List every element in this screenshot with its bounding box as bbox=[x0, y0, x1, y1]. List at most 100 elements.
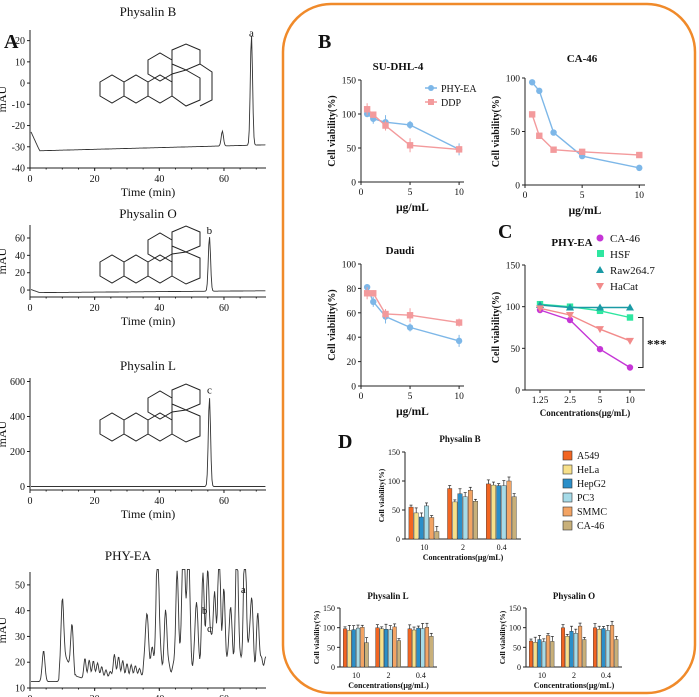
legend-text-phy-ea: PHY-EA bbox=[441, 84, 477, 95]
bar-hepg2 bbox=[537, 639, 542, 668]
panel-label-c: C bbox=[498, 221, 512, 243]
chart-title-d-physalin-b: Physalin B bbox=[439, 434, 480, 444]
data-point-ddp bbox=[528, 111, 536, 118]
x-tick-label: 0 bbox=[523, 191, 528, 201]
y-tick-label: 150 bbox=[509, 604, 521, 613]
chart-title-daudi: Daudi bbox=[386, 245, 415, 257]
data-point-phy-ea bbox=[528, 79, 536, 86]
x-tick-label: 20 bbox=[90, 303, 100, 314]
bar-ca-46 bbox=[614, 639, 619, 668]
y-tick-label: 400 bbox=[10, 412, 25, 423]
y-tick-label: -10 bbox=[12, 100, 25, 111]
legend-marker-ca-46 bbox=[596, 234, 604, 242]
peak-label-b: b bbox=[207, 225, 213, 237]
bar-a549 bbox=[343, 628, 348, 668]
chromatogram-trace bbox=[31, 568, 267, 683]
y-tick-label: 150 bbox=[342, 77, 357, 87]
legend-swatch-a549 bbox=[562, 450, 573, 461]
bar-hela bbox=[413, 512, 419, 540]
bar-smmc bbox=[392, 626, 397, 668]
bar-hela bbox=[379, 628, 384, 668]
y-tick-label: -40 bbox=[12, 164, 25, 175]
series-line-phy-ea bbox=[531, 81, 640, 169]
x-tick-label: 2.5 bbox=[564, 396, 576, 406]
series-line-ddp bbox=[531, 114, 640, 156]
data-point-hacat bbox=[536, 305, 544, 313]
bar-hela bbox=[452, 501, 458, 540]
data-point-ddp bbox=[382, 310, 389, 318]
bar-ca-46 bbox=[429, 636, 434, 668]
y-tick-label: 20 bbox=[15, 658, 25, 669]
data-point-hacat bbox=[596, 326, 604, 334]
data-point-ddp bbox=[363, 106, 371, 113]
y-tick-label: 0 bbox=[396, 535, 400, 544]
x-tick-label: 0.4 bbox=[416, 671, 426, 680]
y-tick-label: 0 bbox=[20, 79, 25, 90]
x-tick-label: 5 bbox=[408, 392, 413, 402]
bar-ca-46 bbox=[582, 639, 587, 668]
y-axis-label: mAU bbox=[0, 85, 9, 112]
legend-text-ca-46-d: CA-46 bbox=[577, 521, 604, 532]
y-tick-label: 0 bbox=[351, 383, 356, 393]
x-tick-label: 10 bbox=[625, 396, 635, 406]
y-tick-label: 30 bbox=[15, 632, 25, 643]
bar-hepg2 bbox=[457, 493, 463, 540]
y-tick-label: 150 bbox=[506, 262, 521, 272]
bar-smmc bbox=[578, 625, 583, 668]
bar-hela bbox=[597, 629, 602, 668]
bar-ca-46 bbox=[364, 642, 369, 668]
x-axis-label: Concentrations(μg/mL) bbox=[348, 681, 429, 690]
bar-ca-46 bbox=[550, 641, 555, 668]
data-point-raw264-7 bbox=[596, 303, 604, 311]
x-tick-label: 5 bbox=[598, 396, 603, 406]
bar-a549 bbox=[561, 627, 566, 668]
x-tick-label: 60 bbox=[219, 303, 229, 314]
chart-title-d-physalin-l: Physalin L bbox=[367, 591, 408, 601]
series-line-ca-46 bbox=[539, 309, 631, 369]
bar-ca-46 bbox=[511, 496, 517, 540]
x-tick-label: 20 bbox=[90, 694, 100, 697]
x-tick-label: 0 bbox=[359, 392, 364, 402]
x-axis-label: Concentrations(μg/mL) bbox=[534, 681, 615, 690]
bar-a549 bbox=[529, 640, 534, 668]
peak-label-c: c bbox=[207, 384, 212, 396]
data-point-ca-46 bbox=[566, 316, 574, 324]
axis-frame bbox=[524, 78, 645, 186]
x-axis-label: Time (min) bbox=[121, 507, 176, 521]
series-line-hacat bbox=[539, 307, 631, 342]
data-point-hacat bbox=[626, 337, 634, 345]
chart-title-c-phy-ea: PHY-EA bbox=[551, 237, 592, 249]
bar-smmc bbox=[546, 635, 551, 668]
bar-hela bbox=[565, 636, 570, 668]
data-point-hacat bbox=[566, 312, 574, 319]
panel-label-d: D bbox=[338, 431, 352, 453]
legend-swatch-hela bbox=[562, 464, 573, 475]
y-tick-label: 50 bbox=[392, 506, 400, 515]
x-tick-label: 40 bbox=[154, 496, 164, 507]
legend-text-ca-46: CA-46 bbox=[610, 233, 640, 245]
legend-c: CA-46 HSF Raw264.7 HaCat bbox=[596, 233, 655, 293]
data-point-phy-ea bbox=[370, 298, 377, 306]
x-tick-label: 20 bbox=[90, 496, 100, 507]
y-tick-label: 60 bbox=[347, 309, 357, 319]
y-tick-label: 40 bbox=[347, 334, 357, 344]
data-point-ddp bbox=[406, 142, 414, 149]
x-tick-label: 0 bbox=[28, 694, 33, 697]
data-point-phy-ea bbox=[406, 324, 414, 331]
chart-title-su-dhl-4: SU-DHL-4 bbox=[373, 61, 424, 73]
x-tick-label: 10 bbox=[454, 188, 464, 198]
legend-marker-hacat bbox=[596, 283, 604, 290]
bar-hepg2 bbox=[384, 629, 389, 668]
y-tick-label: 50 bbox=[511, 345, 521, 355]
y-tick-label: 0 bbox=[515, 387, 520, 397]
y-tick-label: 40 bbox=[15, 606, 25, 617]
bar-pc3 bbox=[424, 505, 429, 540]
x-tick-label: 5 bbox=[580, 191, 585, 201]
y-axis-label: Cell viability(%) bbox=[312, 610, 321, 664]
y-tick-label: 50 bbox=[511, 128, 521, 138]
bar-a549 bbox=[486, 483, 491, 540]
data-point-ddp bbox=[550, 146, 557, 153]
data-point-raw264-7 bbox=[626, 303, 634, 311]
y-tick-label: 0 bbox=[517, 663, 521, 672]
